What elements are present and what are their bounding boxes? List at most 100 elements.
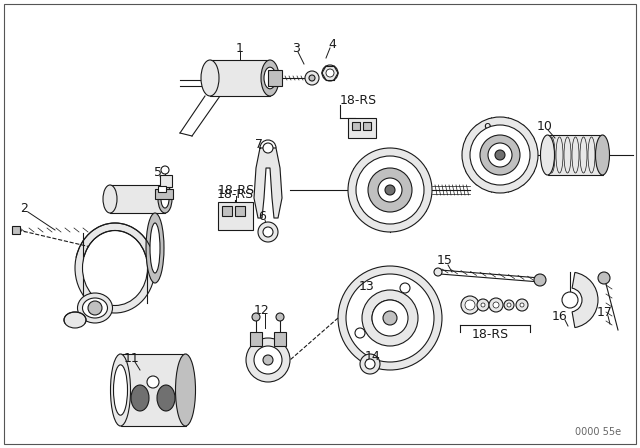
Ellipse shape [77,293,113,323]
Circle shape [488,143,512,167]
Bar [120,354,186,426]
Ellipse shape [595,135,609,175]
Bar [155,189,173,199]
Ellipse shape [161,190,169,208]
Circle shape [348,148,432,232]
Bar [363,122,371,130]
Circle shape [493,302,499,308]
Bar [158,186,166,192]
Text: 14: 14 [365,349,381,362]
Circle shape [461,296,479,314]
Circle shape [562,292,578,308]
Circle shape [252,313,260,321]
Bar [274,332,286,346]
Ellipse shape [175,354,195,426]
Bar [235,206,245,216]
Bar [348,118,376,138]
Circle shape [346,274,434,362]
Circle shape [462,117,538,193]
Text: 0000 55e: 0000 55e [575,427,621,437]
Circle shape [534,274,546,286]
Circle shape [263,143,273,153]
Circle shape [495,150,505,160]
Text: 8: 8 [388,159,396,172]
Text: 13: 13 [359,280,375,293]
Text: 16: 16 [552,310,568,323]
Circle shape [326,69,334,77]
Text: 3: 3 [292,42,300,55]
Ellipse shape [113,365,127,415]
Ellipse shape [158,185,172,213]
Circle shape [504,300,514,310]
Circle shape [263,227,273,237]
Circle shape [385,185,395,195]
Ellipse shape [588,137,595,173]
Text: 18-RS: 18-RS [472,327,509,340]
Circle shape [305,71,319,85]
Text: 9: 9 [483,121,491,134]
Ellipse shape [201,60,219,96]
Circle shape [368,168,412,212]
Bar [12,226,20,234]
Ellipse shape [146,213,164,283]
Circle shape [365,359,375,369]
Text: 11: 11 [124,352,140,365]
Circle shape [338,266,442,370]
Ellipse shape [548,137,555,173]
Text: 17: 17 [597,306,613,319]
Circle shape [362,290,418,346]
Circle shape [147,376,159,388]
Text: 2: 2 [20,202,28,215]
Ellipse shape [261,60,279,96]
Circle shape [246,338,290,382]
Ellipse shape [83,298,108,318]
Circle shape [356,156,424,224]
Bar [268,70,282,86]
Circle shape [383,311,397,325]
Text: 5: 5 [154,165,162,178]
Circle shape [516,299,528,311]
Circle shape [322,65,338,81]
Circle shape [520,303,524,307]
Ellipse shape [111,354,131,426]
Text: 12: 12 [254,303,270,316]
Circle shape [378,178,402,202]
Circle shape [481,303,485,307]
Ellipse shape [75,223,155,313]
Ellipse shape [580,137,587,173]
Ellipse shape [131,385,149,411]
Circle shape [465,300,475,310]
Bar [547,135,602,175]
Circle shape [372,300,408,336]
Text: 7: 7 [255,138,263,151]
Text: 6: 6 [258,210,266,223]
Circle shape [400,283,410,293]
Ellipse shape [103,185,117,213]
Bar [210,60,270,96]
Bar [160,175,172,187]
Bar [218,202,253,230]
Circle shape [470,125,530,185]
Ellipse shape [64,312,86,328]
Text: 18-RS: 18-RS [339,94,376,107]
Ellipse shape [541,135,554,175]
Circle shape [480,135,520,175]
Ellipse shape [564,137,571,173]
Circle shape [276,313,284,321]
Circle shape [360,354,380,374]
Circle shape [355,328,365,338]
Bar [110,185,165,213]
Text: 10: 10 [537,120,553,133]
Bar [222,206,232,216]
Ellipse shape [264,67,276,89]
Circle shape [598,272,610,284]
Wedge shape [572,272,598,327]
Polygon shape [254,148,282,218]
Circle shape [161,166,169,174]
Circle shape [489,298,503,312]
Text: 18-RS: 18-RS [216,189,253,202]
Ellipse shape [157,385,175,411]
Circle shape [434,268,442,276]
Ellipse shape [83,231,147,306]
Circle shape [258,222,278,242]
